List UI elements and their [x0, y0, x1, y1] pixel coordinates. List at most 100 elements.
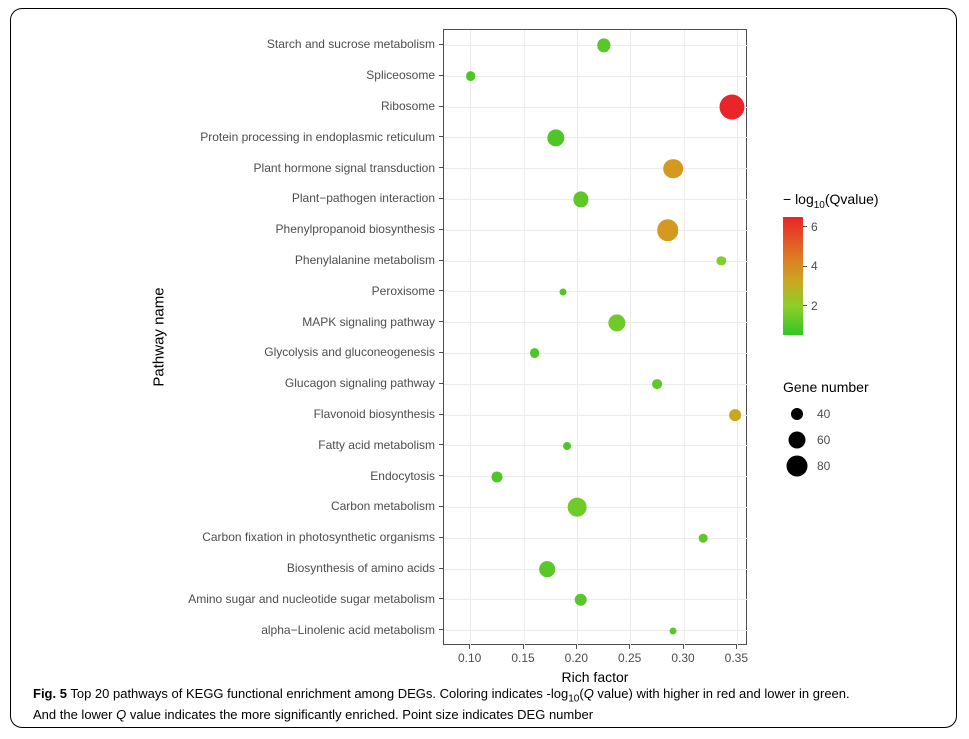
- data-point: [657, 219, 678, 240]
- y-tick-mark: [439, 106, 443, 107]
- gridline-h: [444, 569, 748, 570]
- gridline-h: [444, 415, 748, 416]
- y-tick-label: alpha−Linolenic acid metabolism: [171, 623, 435, 637]
- y-tick-label: Ribosome: [171, 99, 435, 113]
- color-legend-tick: [803, 226, 807, 227]
- y-tick-label: Carbon metabolism: [171, 499, 435, 513]
- color-legend-tick-label: 4: [811, 259, 818, 273]
- color-legend: 2 4 6: [783, 217, 863, 335]
- y-tick-label: Phenylalanine metabolism: [171, 253, 435, 267]
- x-tick-mark: [736, 645, 737, 649]
- gridline-h: [444, 322, 748, 323]
- data-point: [670, 627, 677, 634]
- gridline-h: [444, 445, 748, 446]
- y-tick-mark: [439, 475, 443, 476]
- y-tick-mark: [439, 136, 443, 137]
- y-tick-label: Glucagon signaling pathway: [171, 376, 435, 390]
- size-legend-label: 60: [817, 433, 830, 447]
- y-tick-mark: [439, 229, 443, 230]
- y-tick-mark: [439, 414, 443, 415]
- plot-panel: [443, 29, 747, 645]
- x-tick-mark: [683, 645, 684, 649]
- gridline-h: [444, 107, 748, 108]
- gridline-h: [444, 630, 748, 631]
- color-legend-bar: [783, 217, 803, 335]
- y-tick-label: Endocytosis: [171, 469, 435, 483]
- y-tick-label: Fatty acid metabolism: [171, 438, 435, 452]
- x-tick-label: 0.10: [458, 651, 481, 665]
- y-tick-label: Biosynthesis of amino acids: [171, 561, 435, 575]
- y-tick-mark: [439, 352, 443, 353]
- gridline-h: [444, 476, 748, 477]
- y-tick-mark: [439, 629, 443, 630]
- y-tick-label: Amino sugar and nucleotide sugar metabol…: [171, 592, 435, 606]
- x-tick-label: 0.25: [618, 651, 641, 665]
- y-tick-label: Plant hormone signal transduction: [171, 161, 435, 175]
- color-legend-tick: [803, 305, 807, 306]
- data-point: [540, 561, 556, 577]
- gridline-v: [630, 30, 631, 646]
- x-tick-label: 0.30: [671, 651, 694, 665]
- y-tick-mark: [439, 321, 443, 322]
- gridline-h: [444, 599, 748, 600]
- x-tick-mark: [469, 645, 470, 649]
- y-tick-mark: [439, 260, 443, 261]
- gridline-h: [444, 230, 748, 231]
- size-legend: 40 60 80: [783, 401, 883, 479]
- data-point: [530, 348, 540, 358]
- y-tick-mark: [439, 290, 443, 291]
- gridline-h: [444, 261, 748, 262]
- gridline-h: [444, 45, 748, 46]
- data-point: [608, 314, 625, 331]
- gridline-v: [577, 30, 578, 646]
- data-point: [466, 71, 476, 81]
- y-tick-label: Carbon fixation in photosynthetic organi…: [171, 530, 435, 544]
- color-legend-tick-label: 6: [811, 220, 818, 234]
- size-legend-title: Gene number: [783, 379, 869, 395]
- y-tick-label: MAPK signaling pathway: [171, 315, 435, 329]
- data-point: [729, 409, 741, 421]
- x-axis-title: Rich factor: [562, 669, 629, 685]
- color-legend-tick-label: 2: [811, 299, 818, 313]
- gridline-h: [444, 384, 748, 385]
- y-tick-label: Peroxisome: [171, 284, 435, 298]
- y-tick-mark: [439, 444, 443, 445]
- data-point: [563, 442, 571, 450]
- x-tick-mark: [576, 645, 577, 649]
- data-point: [699, 534, 708, 543]
- color-legend-tick: [803, 266, 807, 267]
- y-tick-label: Protein processing in endoplasmic reticu…: [171, 130, 435, 144]
- data-point: [652, 379, 662, 389]
- figure-caption: Fig. 5 Top 20 pathways of KEGG functiona…: [33, 685, 943, 724]
- y-tick-label: Plant−pathogen interaction: [171, 191, 435, 205]
- x-tick-mark: [523, 645, 524, 649]
- y-tick-mark: [439, 75, 443, 76]
- y-tick-mark: [439, 167, 443, 168]
- y-tick-mark: [439, 537, 443, 538]
- data-point: [573, 192, 588, 207]
- x-tick-label: 0.20: [565, 651, 588, 665]
- size-legend-swatch: [787, 456, 808, 477]
- figure-frame: Pathway name 0.100.150.200.250.300.35 Ri…: [10, 8, 957, 728]
- gridline-h: [444, 353, 748, 354]
- data-point: [574, 593, 587, 606]
- data-point: [717, 256, 726, 265]
- y-tick-mark: [439, 383, 443, 384]
- data-point: [547, 129, 564, 146]
- size-legend-swatch: [789, 432, 806, 449]
- y-axis-title: Pathway name: [151, 287, 168, 386]
- data-point: [597, 39, 610, 52]
- data-point: [568, 498, 587, 517]
- y-tick-label: Glycolysis and gluconeogenesis: [171, 345, 435, 359]
- gridline-h: [444, 76, 748, 77]
- color-legend-title: − log10(Qvalue): [783, 191, 879, 211]
- size-legend-label: 80: [817, 459, 830, 473]
- size-legend-label: 40: [817, 407, 830, 421]
- data-point: [560, 288, 567, 295]
- y-tick-mark: [439, 568, 443, 569]
- x-tick-label: 0.35: [725, 651, 748, 665]
- y-tick-mark: [439, 198, 443, 199]
- gridline-v: [684, 30, 685, 646]
- gridline-h: [444, 137, 748, 138]
- y-tick-label: Flavonoid biosynthesis: [171, 407, 435, 421]
